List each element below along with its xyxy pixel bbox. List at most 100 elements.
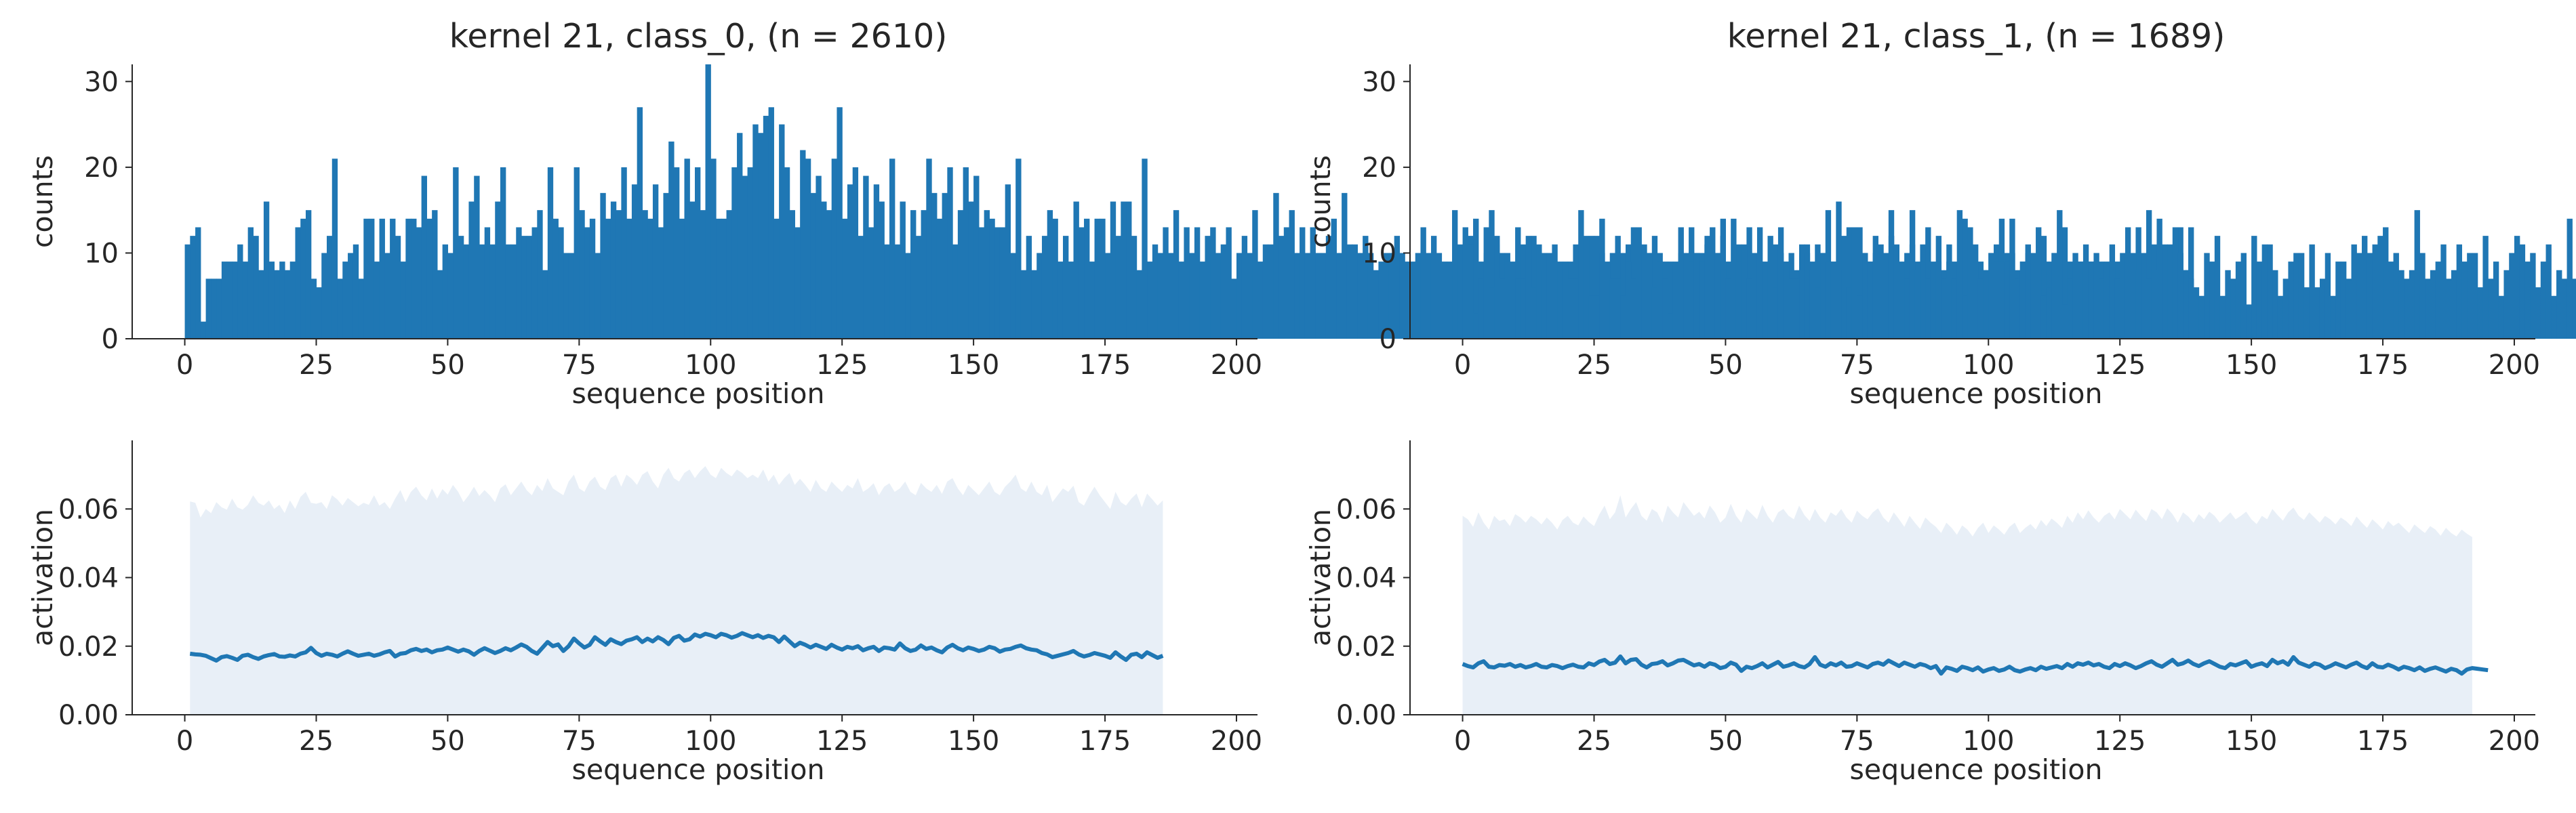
bar [2330,295,2336,339]
bar [2009,253,2015,339]
bar [348,253,354,339]
bar [2230,278,2236,339]
bar [1426,253,1432,339]
bar [1668,313,1674,339]
bar [547,167,554,339]
bar [2235,262,2242,339]
bar [716,218,722,339]
bar [1262,244,1269,339]
bar [468,201,475,339]
bar [1304,253,1311,339]
bar [2545,244,2552,339]
bar [1893,244,1899,339]
y-tick-label: 20 [1362,152,1396,184]
bar [573,167,580,339]
bar [589,218,596,339]
bar [1909,210,1916,339]
bar [647,218,653,339]
bar [2256,262,2263,339]
bar [1599,253,1605,339]
bar [984,210,990,339]
bar [526,236,533,339]
bar [2177,253,2183,339]
bar [1767,236,1773,339]
bar [310,278,317,339]
bar [826,210,832,339]
bar [726,210,732,339]
bar [1788,278,1794,339]
bar [258,270,264,339]
bar [2425,278,2431,339]
bar [1489,287,1495,339]
bar [2120,253,2126,339]
bar [2367,253,2373,339]
y-tick-label: 30 [1362,66,1396,98]
bar [2482,236,2489,339]
bar [679,218,685,339]
bar [1273,192,1279,339]
chart-title: kernel 21, class_1, (n = 1689) [1727,17,2226,56]
bar [989,218,995,339]
bar [1079,227,1085,339]
bar [1152,244,1159,339]
bar [1567,278,1574,339]
bar [2414,210,2420,339]
bar [1210,227,1216,339]
bar [605,218,611,339]
bar [2293,253,2299,339]
x-tick-label: 150 [2226,350,2277,381]
bar [1689,262,1695,339]
bar [1473,313,1479,339]
bar [510,244,517,339]
bar [1557,270,1563,339]
bar [2004,262,2010,339]
bar [1899,270,1905,339]
bar [289,262,296,339]
bar [463,244,470,339]
bar [831,159,838,339]
bar [1809,270,1815,339]
bar [1756,227,1763,339]
bar [1904,278,1910,339]
bar [1804,253,1811,339]
bar [1883,253,1889,339]
bar [1473,218,1479,339]
bar [390,218,396,339]
bar [1662,278,1668,339]
x-tick-label: 125 [816,726,868,757]
bar [1363,236,1369,339]
bar [1062,236,1069,339]
bar [1636,227,1642,339]
bar [2298,253,2305,339]
bar [663,192,669,339]
bar [500,167,506,339]
bar [2519,244,2526,339]
bar [2036,253,2042,339]
y-tick-label: 20 [84,152,119,184]
bar [2540,262,2547,339]
bar [926,159,932,339]
bar [1283,227,1290,339]
x-tick-label: 125 [2094,350,2146,381]
bar [842,218,848,339]
bar [1773,287,1779,339]
bar [542,270,548,339]
bar [1052,218,1058,339]
bar [2061,304,2068,339]
bar [600,192,606,339]
bar [395,236,401,339]
bar [484,227,491,339]
bar [1388,253,1395,339]
bar [2498,295,2505,339]
bar [1583,236,1590,339]
bar [247,227,254,339]
bar [900,201,906,339]
bar [405,218,411,339]
bar [905,253,911,339]
bar [1294,253,1300,339]
bar [1693,253,1700,339]
bar [2388,262,2394,339]
y-axis-label: activation [1304,509,1337,646]
bar [1231,278,1237,339]
x-axis-label: sequence position [571,377,824,410]
